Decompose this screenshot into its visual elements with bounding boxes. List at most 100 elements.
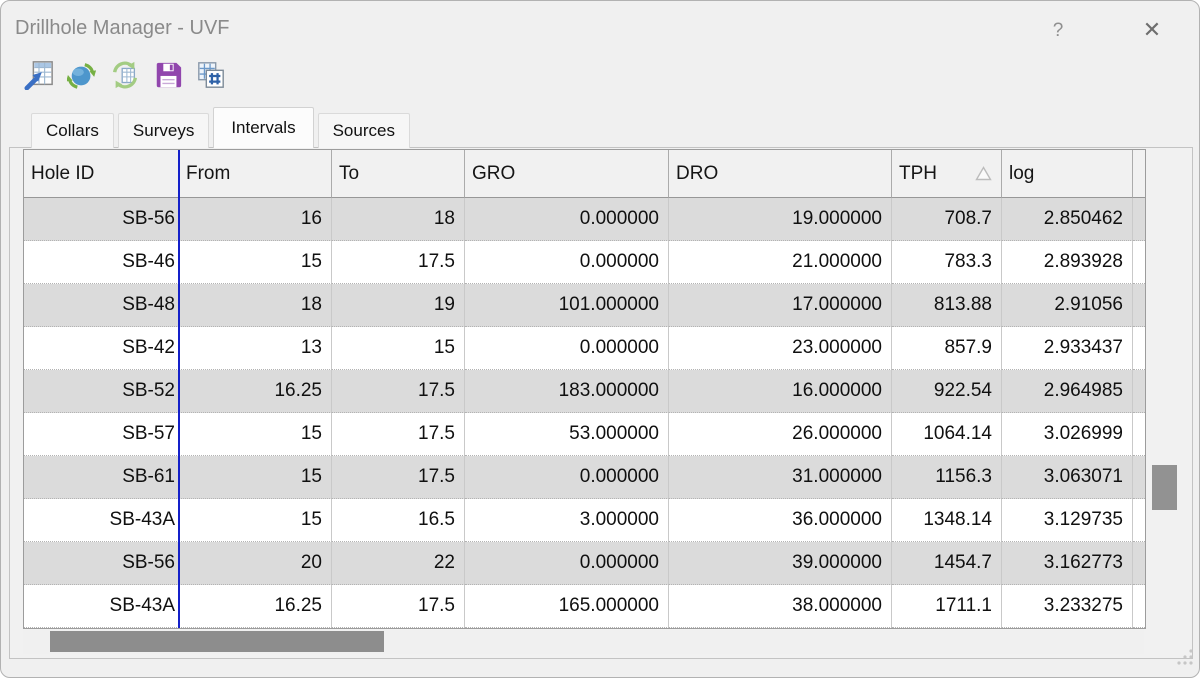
cell-hole-id[interactable]: SB-43A — [24, 585, 179, 628]
toolbar — [22, 59, 228, 95]
cell-log[interactable]: 3.063071 — [1002, 456, 1133, 499]
cell-log[interactable]: 3.026999 — [1002, 413, 1133, 456]
cell-tph[interactable]: 1156.3 — [892, 456, 1002, 499]
cell-hole-id[interactable]: SB-57 — [24, 413, 179, 456]
cell-dro[interactable]: 16.000000 — [669, 370, 892, 413]
cell-from[interactable]: 15 — [179, 241, 332, 284]
cell-from[interactable]: 15 — [179, 456, 332, 499]
cell-from[interactable]: 15 — [179, 499, 332, 542]
horizontal-scrollbar[interactable] — [23, 630, 1144, 654]
cell-to[interactable]: 17.5 — [332, 585, 465, 628]
cell-gro[interactable]: 0.000000 — [465, 456, 669, 499]
column-header-hole-id[interactable]: Hole ID — [24, 150, 179, 198]
cell-tph[interactable]: 922.54 — [892, 370, 1002, 413]
tab-collars[interactable]: Collars — [31, 113, 114, 148]
cell-to[interactable]: 17.5 — [332, 241, 465, 284]
open-table-button[interactable] — [22, 59, 56, 95]
help-button[interactable]: ? — [1052, 20, 1064, 41]
cell-hole-id[interactable]: SB-52 — [24, 370, 179, 413]
cell-from[interactable]: 13 — [179, 327, 332, 370]
table-row: SB-42 13 15 0.000000 23.000000 857.9 2.9… — [24, 327, 1145, 370]
tab-sources[interactable]: Sources — [317, 113, 410, 148]
close-button[interactable]: ✕ — [1142, 17, 1162, 42]
cell-tph[interactable]: 1454.7 — [892, 542, 1002, 585]
cell-from[interactable]: 15 — [179, 413, 332, 456]
cell-gro[interactable]: 0.000000 — [465, 241, 669, 284]
grid-header-row: Hole ID From To GRO DRO TPH log — [24, 150, 1145, 198]
cell-gro[interactable]: 183.000000 — [465, 370, 669, 413]
cell-gro[interactable]: 101.000000 — [465, 284, 669, 327]
tab-intervals[interactable]: Intervals — [213, 107, 314, 148]
cell-tph[interactable]: 783.3 — [892, 241, 1002, 284]
column-header-dro[interactable]: DRO — [669, 150, 892, 198]
cell-hole-id[interactable]: SB-46 — [24, 241, 179, 284]
cell-dro[interactable]: 26.000000 — [669, 413, 892, 456]
cell-tph[interactable]: 1348.14 — [892, 499, 1002, 542]
cell-from[interactable]: 16.25 — [179, 585, 332, 628]
cell-tph[interactable]: 857.9 — [892, 327, 1002, 370]
cell-gro[interactable]: 3.000000 — [465, 499, 669, 542]
cell-to[interactable]: 18 — [332, 198, 465, 241]
cell-dro[interactable]: 31.000000 — [669, 456, 892, 499]
cell-dro[interactable]: 23.000000 — [669, 327, 892, 370]
horizontal-scrollbar-thumb[interactable] — [50, 631, 384, 652]
cell-log[interactable]: 2.91056 — [1002, 284, 1133, 327]
cell-to[interactable]: 15 — [332, 327, 465, 370]
cell-to[interactable]: 19 — [332, 284, 465, 327]
vertical-scrollbar-thumb[interactable] — [1152, 465, 1177, 510]
cell-gro[interactable]: 0.000000 — [465, 542, 669, 585]
cell-filler — [1133, 413, 1145, 456]
cell-hole-id[interactable]: SB-61 — [24, 456, 179, 499]
cell-log[interactable]: 3.162773 — [1002, 542, 1133, 585]
cell-hole-id[interactable]: SB-43A — [24, 499, 179, 542]
cell-tph[interactable]: 1064.14 — [892, 413, 1002, 456]
cell-log[interactable]: 3.129735 — [1002, 499, 1133, 542]
cell-gro[interactable]: 165.000000 — [465, 585, 669, 628]
column-header-gro[interactable]: GRO — [465, 150, 669, 198]
cell-from[interactable]: 20 — [179, 542, 332, 585]
table-row: SB-52 16.25 17.5 183.000000 16.000000 92… — [24, 370, 1145, 413]
copy-table-button[interactable] — [194, 59, 228, 95]
cell-gro[interactable]: 53.000000 — [465, 413, 669, 456]
cell-to[interactable]: 17.5 — [332, 413, 465, 456]
resize-grip-icon[interactable] — [1173, 645, 1197, 669]
save-button[interactable] — [151, 59, 185, 95]
cell-dro[interactable]: 36.000000 — [669, 499, 892, 542]
cell-dro[interactable]: 19.000000 — [669, 198, 892, 241]
cell-from[interactable]: 16.25 — [179, 370, 332, 413]
cell-hole-id[interactable]: SB-56 — [24, 542, 179, 585]
column-header-tph[interactable]: TPH — [892, 150, 1002, 198]
cell-filler — [1133, 370, 1145, 413]
column-header-log[interactable]: log — [1002, 150, 1133, 198]
column-header-to[interactable]: To — [332, 150, 465, 198]
refresh-table-button[interactable] — [108, 59, 142, 95]
cell-dro[interactable]: 39.000000 — [669, 542, 892, 585]
cell-dro[interactable]: 21.000000 — [669, 241, 892, 284]
cell-to[interactable]: 16.5 — [332, 499, 465, 542]
cell-log[interactable]: 2.893928 — [1002, 241, 1133, 284]
cell-dro[interactable]: 17.000000 — [669, 284, 892, 327]
cell-gro[interactable]: 0.000000 — [465, 198, 669, 241]
column-header-from[interactable]: From — [179, 150, 332, 198]
cell-dro[interactable]: 38.000000 — [669, 585, 892, 628]
cell-log[interactable]: 2.964985 — [1002, 370, 1133, 413]
cell-hole-id[interactable]: SB-48 — [24, 284, 179, 327]
cell-from[interactable]: 18 — [179, 284, 332, 327]
cell-log[interactable]: 2.850462 — [1002, 198, 1133, 241]
cell-hole-id[interactable]: SB-56 — [24, 198, 179, 241]
cell-from[interactable]: 16 — [179, 198, 332, 241]
cell-to[interactable]: 17.5 — [332, 456, 465, 499]
cell-gro[interactable]: 0.000000 — [465, 327, 669, 370]
table-row: SB-56 20 22 0.000000 39.000000 1454.7 3.… — [24, 542, 1145, 585]
cell-tph[interactable]: 1711.1 — [892, 585, 1002, 628]
cell-hole-id[interactable]: SB-42 — [24, 327, 179, 370]
cell-tph[interactable]: 708.7 — [892, 198, 1002, 241]
cell-log[interactable]: 2.933437 — [1002, 327, 1133, 370]
cell-to[interactable]: 17.5 — [332, 370, 465, 413]
tab-surveys[interactable]: Surveys — [117, 113, 210, 148]
cell-tph[interactable]: 813.88 — [892, 284, 1002, 327]
cell-log[interactable]: 3.233275 — [1002, 585, 1133, 628]
cell-to[interactable]: 22 — [332, 542, 465, 585]
sync-web-button[interactable] — [65, 59, 99, 95]
